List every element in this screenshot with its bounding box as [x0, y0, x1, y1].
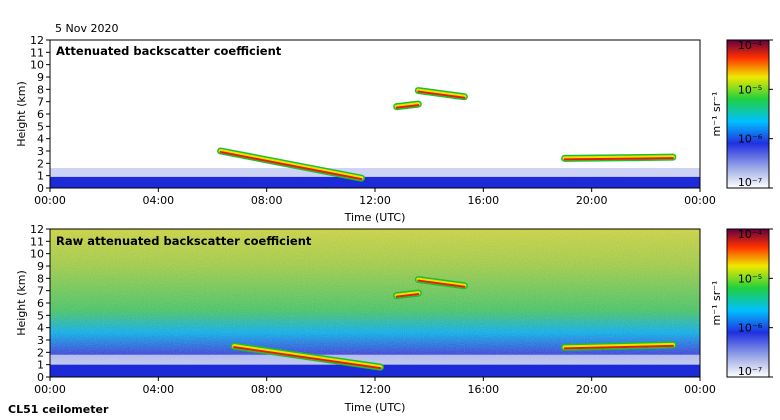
- colorbar-ticks: 10⁻⁷ 10⁻⁶ 10⁻⁵ 10⁻⁴: [738, 228, 773, 378]
- y-tick-label: 3: [37, 334, 44, 347]
- x-tick-label: 20:00: [576, 194, 608, 207]
- y-tick-label: 6: [37, 297, 44, 310]
- y-tick-label: 0: [37, 182, 44, 195]
- y-tick-label: 1: [37, 359, 44, 372]
- y-tick-label: 10: [30, 59, 44, 72]
- y-tick-label: 12: [30, 34, 44, 47]
- x-axis-label: Time (UTC): [344, 401, 406, 414]
- y-tick-label: 3: [37, 145, 44, 158]
- colorbar-tick-label: 10⁻⁴: [738, 228, 763, 241]
- x-axis-label: Time (UTC): [344, 211, 406, 224]
- y-tick-label: 7: [37, 96, 44, 109]
- x-tick-label: 04:00: [142, 194, 174, 207]
- date-label: 5 Nov 2020: [55, 22, 118, 35]
- y-tick-label: 9: [37, 71, 44, 84]
- backscatter-field: [50, 276, 700, 377]
- colorbar-tick-label: 10⁻⁵: [738, 272, 762, 285]
- panel-raw-backscatter: Raw attenuated backscatter coefficient 0…: [15, 223, 773, 414]
- colorbar: 10⁻⁷ 10⁻⁶ 10⁻⁵ 10⁻⁴ m⁻¹ sr⁻¹: [710, 39, 773, 189]
- cloud-layer: [219, 151, 363, 181]
- x-axis: 00:00 04:00 08:00 12:00 16:00 20:00 00:00: [34, 377, 716, 396]
- x-tick-label: 00:00: [34, 383, 66, 396]
- colorbar-tick-label: 10⁻⁷: [738, 365, 762, 378]
- cloud-layer: [417, 279, 466, 288]
- y-tick-label: 10: [30, 248, 44, 261]
- x-tick-label: 00:00: [684, 383, 716, 396]
- noise-texture: [50, 229, 700, 377]
- backscatter-field: [50, 87, 700, 188]
- y-tick-label: 11: [30, 235, 44, 248]
- x-tick-label: 20:00: [576, 383, 608, 396]
- colorbar-tick-label: 10⁻⁵: [738, 83, 762, 96]
- plot-background: [50, 40, 700, 188]
- colorbar-ramp: [726, 39, 770, 189]
- cloud-layer: [233, 346, 382, 370]
- y-tick-label: 6: [37, 108, 44, 121]
- colorbar-label: m⁻¹ sr⁻¹: [710, 92, 723, 137]
- cloud-layer: [417, 90, 466, 99]
- y-tick-label: 2: [37, 157, 44, 170]
- cloud-layer: [395, 293, 420, 298]
- panel-title: Raw attenuated backscatter coefficient: [56, 234, 312, 248]
- y-tick-label: 0: [37, 371, 44, 384]
- colorbar: 10⁻⁷ 10⁻⁶ 10⁻⁵ 10⁻⁴ m⁻¹ sr⁻¹: [710, 228, 773, 378]
- panel-attenuated-backscatter: Attenuated backscatter coefficient 01234…: [15, 34, 773, 224]
- x-tick-label: 00:00: [34, 194, 66, 207]
- y-tick-label: 5: [37, 309, 44, 322]
- boundary-layer: [50, 364, 700, 377]
- y-tick-label: 8: [37, 83, 44, 96]
- colorbar-ticks: 10⁻⁷ 10⁻⁶ 10⁻⁵ 10⁻⁴: [738, 39, 773, 189]
- cloud-layer: [563, 157, 674, 161]
- y-axis-label: Height (km): [15, 270, 28, 336]
- x-tick-label: 04:00: [142, 383, 174, 396]
- instrument-label: CL51 ceilometer: [8, 403, 109, 416]
- colorbar-ramp: [726, 228, 770, 378]
- x-tick-label: 00:00: [684, 194, 716, 207]
- y-tick-label: 2: [37, 346, 44, 359]
- y-tick-label: 12: [30, 223, 44, 236]
- colorbar-tick-label: 10⁻⁶: [738, 322, 763, 335]
- y-tick-label: 1: [37, 170, 44, 183]
- colorbar-tick-label: 10⁻⁴: [738, 39, 763, 52]
- colorbar-tick-label: 10⁻⁷: [738, 176, 762, 189]
- x-tick-label: 16:00: [467, 194, 499, 207]
- x-tick-label: 16:00: [467, 383, 499, 396]
- colorbar-label: m⁻¹ sr⁻¹: [710, 281, 723, 326]
- x-axis: 00:00 04:00 08:00 12:00 16:00 20:00 00:00: [34, 188, 716, 207]
- x-tick-label: 08:00: [251, 194, 283, 207]
- y-tick-label: 9: [37, 260, 44, 273]
- y-tick-label: 5: [37, 120, 44, 133]
- x-tick-label: 12:00: [359, 194, 391, 207]
- y-tick-label: 4: [37, 133, 44, 146]
- y-axis-label: Height (km): [15, 81, 28, 147]
- cloud-layer: [563, 344, 674, 350]
- y-tick-label: 4: [37, 322, 44, 335]
- y-tick-label: 7: [37, 285, 44, 298]
- x-tick-label: 12:00: [359, 383, 391, 396]
- cloud-layer: [395, 104, 420, 109]
- boundary-layer: [50, 176, 700, 188]
- y-tick-label: 11: [30, 46, 44, 59]
- x-tick-label: 08:00: [251, 383, 283, 396]
- y-tick-label: 8: [37, 272, 44, 285]
- colorbar-tick-label: 10⁻⁶: [738, 133, 763, 146]
- panel-title: Attenuated backscatter coefficient: [56, 44, 282, 58]
